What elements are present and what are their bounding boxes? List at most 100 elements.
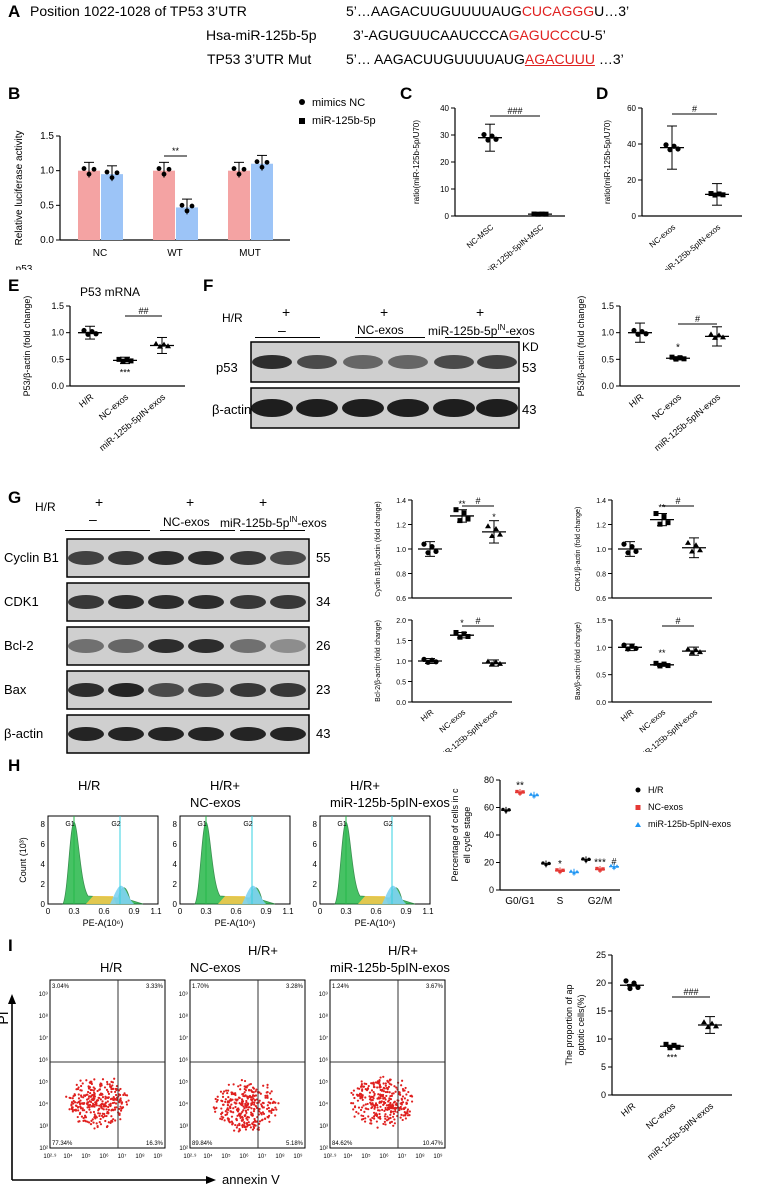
sig-star: **	[658, 503, 666, 513]
flow-dot	[119, 1097, 122, 1100]
flow-dot	[265, 1091, 268, 1094]
y-tick-label: 10³	[319, 1124, 328, 1130]
x-tick-label: 10⁸	[275, 1153, 285, 1160]
flow-dot	[225, 1089, 228, 1092]
flow-dot	[242, 1092, 245, 1096]
flow-dot	[106, 1110, 109, 1113]
y-tick-label: 1.0	[596, 547, 606, 554]
flow-dot	[401, 1118, 404, 1122]
flow-dot	[246, 1123, 249, 1126]
flow-dot	[104, 1119, 107, 1123]
flow-dot	[220, 1107, 223, 1110]
flow-dot	[404, 1106, 407, 1109]
flow-dot	[399, 1102, 402, 1105]
flow-dot	[389, 1113, 392, 1116]
flow-dot	[249, 1126, 252, 1129]
band-actin	[296, 399, 338, 417]
flow-dot	[243, 1091, 246, 1094]
flow-dot	[234, 1093, 237, 1097]
flow-dot	[80, 1094, 83, 1097]
x-tick-label: G2/M	[588, 896, 612, 907]
flow-dot	[388, 1091, 391, 1094]
flow-dot	[406, 1108, 410, 1111]
y-tick-label: 1.5	[601, 301, 614, 311]
legend-marker	[299, 99, 305, 105]
x-tick-label: H/R	[419, 707, 436, 723]
flow-dot	[375, 1081, 378, 1084]
x-axis-label: PE-A(10⁶)	[355, 918, 396, 928]
y-tick-label: 20	[596, 978, 606, 988]
flow-dot	[227, 1095, 230, 1099]
bar-point	[241, 166, 247, 172]
hist-subtitle: miR-125b-5pIN-exos	[330, 795, 450, 810]
flow-dot	[253, 1103, 256, 1106]
y-tick-label: 1.5	[51, 301, 64, 311]
flow-dot	[219, 1090, 223, 1093]
flow-dot	[243, 1122, 246, 1125]
chart-g3-g2-point	[465, 634, 471, 640]
flow-dot	[110, 1109, 113, 1112]
flow-dot	[361, 1088, 364, 1091]
flow-dot	[384, 1082, 387, 1085]
band-Bax	[108, 683, 144, 697]
flow-dot	[79, 1089, 82, 1092]
y-tick-label: 4	[41, 860, 46, 869]
flow-dot	[82, 1116, 85, 1120]
flow-dot	[244, 1109, 248, 1113]
flow-dot	[399, 1116, 402, 1119]
flow-dot	[227, 1083, 230, 1086]
seq-row2-pre: 3’-AGUGUUCAAUCCCA	[353, 27, 509, 43]
flow-dot	[223, 1119, 226, 1122]
band-actin	[476, 399, 518, 417]
flow-dot	[238, 1127, 241, 1131]
f-plus-3: +	[476, 304, 485, 320]
flow-dot	[404, 1117, 407, 1120]
flow-dot	[214, 1110, 217, 1113]
band-p53	[434, 355, 474, 369]
sig-star: **	[658, 648, 666, 658]
flow-dot	[97, 1112, 100, 1115]
flow-dot	[378, 1115, 382, 1118]
flow-dot	[239, 1088, 242, 1091]
x-tick-label: 10⁷	[258, 1153, 267, 1160]
quad-lr: 16.3%	[146, 1141, 164, 1147]
flow-dot	[81, 1107, 84, 1110]
band-actin	[342, 399, 384, 417]
flow-dot	[87, 1085, 90, 1088]
y-tick-label: 0	[313, 900, 318, 909]
y-tick-label: 10³	[39, 1124, 48, 1130]
chart-g1-g1-point	[429, 543, 435, 550]
flow-dot	[271, 1108, 275, 1112]
flow-dot	[80, 1115, 84, 1118]
x-tick-label: 10²·⁹	[43, 1153, 57, 1160]
band-Cyclin B1	[230, 551, 266, 565]
flow-dot	[350, 1091, 353, 1095]
h-point	[558, 869, 562, 874]
bar-point	[91, 166, 97, 172]
flow-dot	[360, 1083, 364, 1086]
flow-dot	[403, 1110, 406, 1114]
flow-dot	[267, 1106, 270, 1110]
flow-dot	[98, 1104, 101, 1107]
flow-dot	[77, 1120, 80, 1123]
flow-dot	[266, 1104, 269, 1107]
flow-dot	[408, 1110, 411, 1113]
apoptosis-flow-plot: 1.24% 3.67% 84.62% 10.47% 10² 10³ 10⁴ 10⁵ 10⁶ 10⁷…	[319, 979, 446, 1160]
flow-dot	[251, 1101, 254, 1104]
g-row-kd: 43	[316, 726, 331, 741]
flow-dot	[243, 1095, 246, 1098]
flow-dot	[232, 1111, 235, 1114]
x-tick-label: NC-exos	[650, 392, 684, 422]
flow-dot	[78, 1112, 82, 1116]
flow-dot	[267, 1114, 271, 1117]
flow-dot	[125, 1103, 129, 1106]
flow-dot	[367, 1084, 370, 1088]
y-tick-label: 1.0	[396, 659, 406, 666]
flow-dot	[242, 1109, 245, 1112]
y-tick-label: 6	[41, 840, 46, 849]
y-tick-label: 0.0	[40, 235, 54, 246]
flow-dot	[402, 1107, 406, 1111]
flow-dot	[226, 1103, 229, 1107]
flow-dot	[400, 1113, 403, 1117]
h-point	[609, 863, 613, 868]
